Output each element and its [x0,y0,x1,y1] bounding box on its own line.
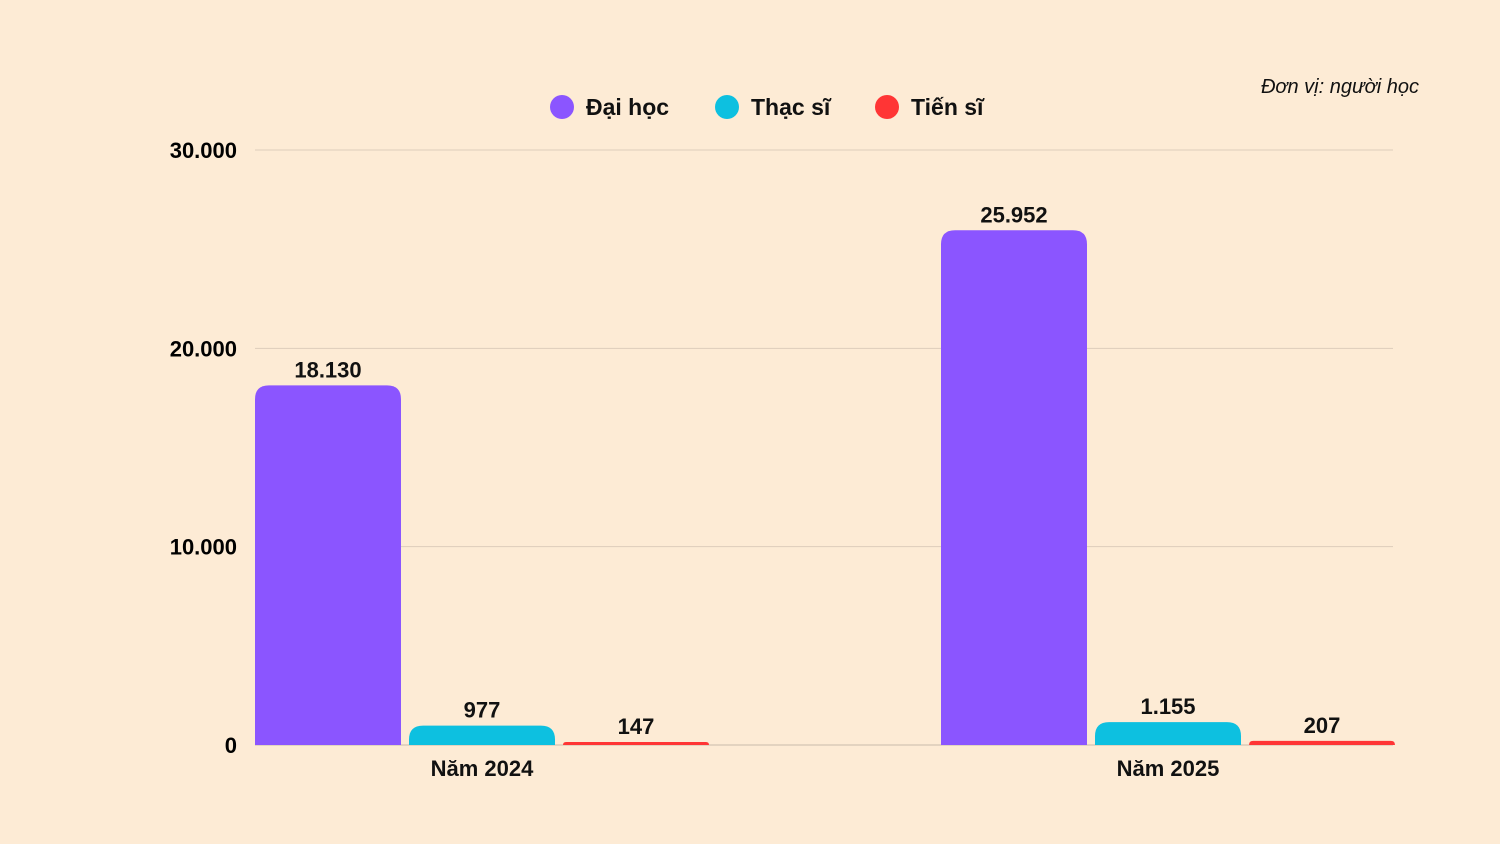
legend-label: Thạc sĩ [751,94,832,120]
bars: 18.130 977 147 25.952 1.155 207 [255,202,1395,745]
y-tick-label: 30.000 [170,138,237,163]
unit-note: Đơn vị: người học [1261,76,1419,98]
bar-2-2 [1095,722,1241,745]
bar-value-label: 25.952 [980,202,1047,227]
y-tick-label: 10.000 [170,535,237,560]
bar-3-2 [1249,740,1395,745]
legend-swatch [715,95,739,119]
bar-2-1 [409,725,555,745]
bar-3-1 [563,742,709,745]
bar-value-label: 18.130 [294,357,361,382]
bar-value-label: 1.155 [1140,694,1195,719]
bar-value-label: 977 [464,698,501,723]
y-tick-label: 0 [225,733,237,758]
chart-legend: Đại học Thạc sĩ Tiến sĩ [550,94,985,120]
x-category-label: Năm 2024 [431,756,535,781]
x-category-label: Năm 2025 [1117,756,1220,781]
bar-1-2 [941,230,1087,745]
y-axis: 0 10.000 20.000 30.000 [170,138,237,758]
bar-1-1 [255,385,401,745]
y-tick-label: 20.000 [170,336,237,361]
legend-swatch [550,95,574,119]
gridlines [255,149,1393,746]
bar-value-label: 147 [618,714,655,739]
legend-label: Đại học [586,94,669,120]
x-axis: Năm 2024 Năm 2025 [431,756,1220,781]
legend-swatch [875,95,899,119]
legend-label: Tiến sĩ [911,94,985,120]
bar-value-label: 207 [1304,713,1341,738]
